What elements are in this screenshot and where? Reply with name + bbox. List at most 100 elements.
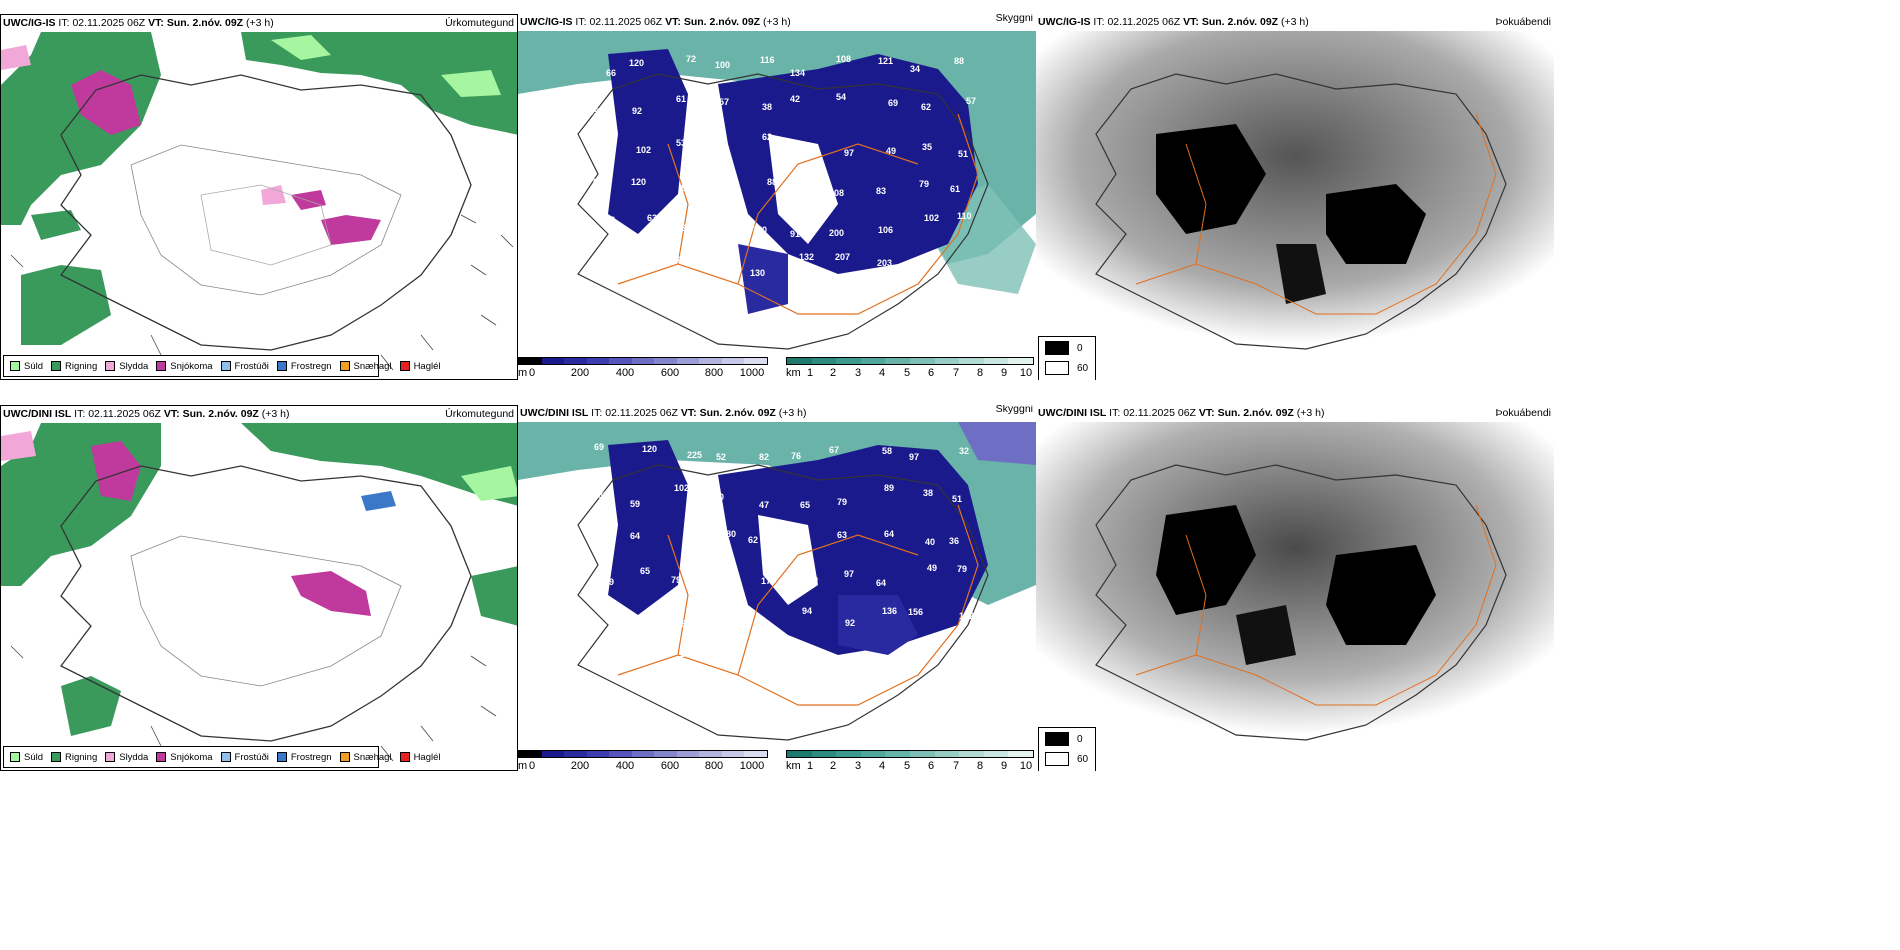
- ceiling-label: 110: [957, 211, 972, 221]
- ceiling-label: 81: [681, 183, 691, 193]
- visibility-colorbar: km 1 2 3 4 5 6 7 8 9 10: [786, 750, 1036, 771]
- colorbar-segment: [836, 751, 861, 757]
- roads: [1135, 113, 1497, 315]
- ceiling-label: 51: [958, 149, 968, 159]
- ceiling-label: 67: [829, 445, 839, 455]
- ceiling-label: 69: [888, 98, 898, 108]
- sleet-area: [1, 45, 31, 70]
- colorbar-segment: [676, 751, 700, 757]
- tick-label: 200: [570, 367, 590, 379]
- ceiling-label: 59: [630, 499, 640, 509]
- lead-time: (+3 h): [1296, 407, 1325, 419]
- fog-map: [1036, 31, 1554, 380]
- fog-legend: 0 60: [1038, 727, 1096, 771]
- ceiling-label: 87: [712, 187, 722, 197]
- ceiling-label: 61: [676, 94, 686, 104]
- legend-item: Frostregn: [276, 752, 332, 763]
- iceland-outline: [1095, 464, 1507, 741]
- fog-dense-area: [1156, 505, 1256, 615]
- rain-area: [21, 265, 111, 345]
- cloud-ceiling-area: [608, 49, 688, 234]
- fog-dense-area: [1276, 244, 1326, 304]
- clear-area: [768, 134, 838, 244]
- tick-label: 8: [976, 760, 984, 771]
- tick-label: 1: [806, 760, 814, 771]
- lead-time: (+3 h): [246, 17, 274, 29]
- ceiling-label: 102: [924, 213, 939, 223]
- colorbar-segment: [609, 358, 632, 364]
- ceiling-label: 57: [966, 96, 976, 106]
- ceiling-label: 65: [590, 529, 600, 539]
- ceiling-colorbar-fill: [518, 357, 768, 365]
- ceiling-label: 78: [605, 215, 615, 225]
- ceiling-label: 33: [711, 604, 721, 614]
- fog-panel-top: UWC/IG-IS IT: 02.11.2025 06Z VT: Sun. 2.…: [1036, 14, 1554, 380]
- colorbar-segment: [564, 751, 587, 757]
- ceiling-label: 53: [634, 620, 644, 630]
- ceiling-label: 84: [688, 529, 698, 539]
- ceiling-label: 79: [837, 497, 847, 507]
- ceiling-label: 63: [647, 213, 657, 223]
- ceiling-label: 88: [767, 177, 777, 187]
- legend-item: 0: [1045, 732, 1083, 746]
- ceiling-label: 97: [844, 148, 854, 158]
- ceiling-labels: 69 120 225 52 82 76 67 58 97 32 38 59 102 60 47 65 79 89 3…: [590, 442, 974, 666]
- terrain-contours: [130, 144, 402, 296]
- vt-value: Sun. 2.nóv. 09Z: [1201, 16, 1279, 28]
- tick-label: 400: [615, 367, 635, 379]
- colorbar-segment: [959, 358, 984, 364]
- vt-label: VT:: [680, 407, 697, 419]
- colorbar-segment: [541, 358, 565, 364]
- ceiling-label: 66: [606, 68, 616, 78]
- ceiling-label: 64: [876, 578, 886, 588]
- it-value: 02.11.2025 06Z: [88, 408, 161, 420]
- panel-header: UWC/IG-IS IT: 02.11.2025 06Z VT: Sun. 2.…: [1, 15, 517, 32]
- ceiling-label: 49: [604, 577, 614, 587]
- vt-label: VT:: [148, 17, 164, 29]
- colorbar-segment: [631, 358, 655, 364]
- colorbar-segment: [744, 358, 768, 364]
- ceiling-label: 97: [909, 452, 919, 462]
- legend-item: Súld: [10, 361, 43, 372]
- tick-label: 9: [1000, 367, 1008, 379]
- colorbar-segment: [811, 358, 837, 364]
- ceiling-label: 83: [876, 186, 886, 196]
- ceiling-label: 96: [672, 255, 682, 265]
- it-label: IT:: [1093, 16, 1105, 28]
- panel-title: Úrkomutegund: [445, 408, 514, 420]
- iceland-outline: [1095, 73, 1507, 350]
- legend-item: Haglél: [399, 752, 441, 763]
- ceiling-label: 112: [645, 650, 660, 660]
- cloud-panel-top: UWC/IG-IS IT: 02.11.2025 06Z VT: Sun. 2.…: [518, 14, 1036, 380]
- cloud-map: 66 120 72 100 116 134 108 121 34 88 95 92 61 57 38 42 54…: [518, 31, 1036, 350]
- model-name: UWC/DINI ISL: [520, 407, 589, 419]
- tick-label: 10: [1019, 367, 1033, 379]
- cloud-map: 69 120 225 52 82 76 67 58 97 32 38 59 102 60 47 65 79 89 3…: [518, 422, 1036, 741]
- ceiling-label: 89: [884, 483, 894, 493]
- ceiling-label: 88: [954, 56, 964, 66]
- legend-item: Frostregn: [276, 361, 332, 372]
- sleet-area: [261, 185, 286, 205]
- legend-item: Haglél: [399, 361, 441, 372]
- ceiling-label: 57: [719, 97, 729, 107]
- ceiling-label: 65: [799, 178, 809, 188]
- ceiling-label: 64: [630, 531, 640, 541]
- tick-label: 6: [927, 760, 935, 771]
- ceiling-label: 82: [759, 452, 769, 462]
- iceland-outline: [577, 73, 989, 350]
- ceiling-label: 79: [757, 619, 767, 629]
- colorbar-segment: [519, 751, 542, 757]
- ceiling-unit: m: [518, 367, 528, 379]
- ceiling-label: 185: [720, 226, 735, 236]
- tick-label: 4: [878, 367, 886, 379]
- legend-item: Snæhagl: [339, 361, 392, 372]
- ceiling-label: 54: [836, 92, 846, 102]
- precip-map: [1, 32, 517, 379]
- model-name: UWC/DINI ISL: [1038, 407, 1107, 419]
- colorbar-segment: [744, 751, 768, 757]
- ceiling-label: 136: [882, 606, 897, 616]
- ceiling-label: 38: [598, 490, 608, 500]
- precip-panel-top: UWC/IG-IS IT: 02.11.2025 06Z VT: Sun. 2.…: [0, 14, 518, 380]
- colorbar-segment: [836, 358, 861, 364]
- snow-area: [321, 215, 381, 245]
